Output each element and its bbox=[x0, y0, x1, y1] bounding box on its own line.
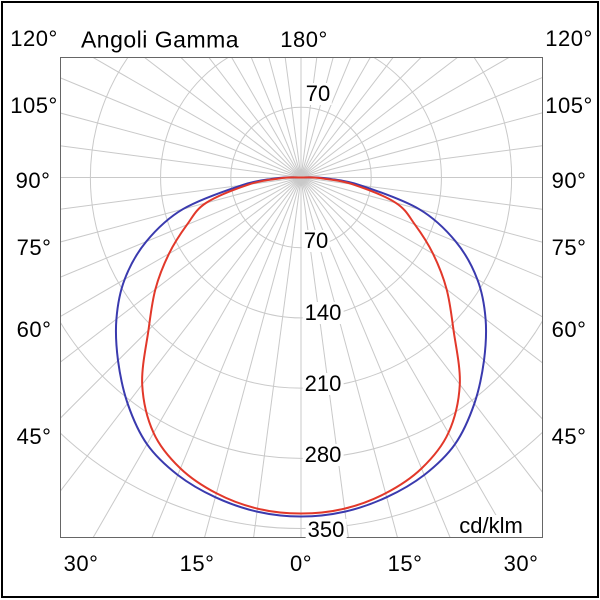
grid-ray bbox=[300, 177, 543, 494]
grid-ray bbox=[250, 57, 302, 178]
grid-ray bbox=[300, 177, 451, 538]
grid-ray bbox=[300, 57, 459, 178]
grid-ray bbox=[60, 145, 302, 178]
grid-ray bbox=[300, 76, 543, 178]
grid-ray bbox=[300, 177, 399, 538]
ring-label-210: 210 bbox=[302, 371, 344, 396]
grid-ray bbox=[143, 57, 302, 178]
gamma-label-bottom-left-15: 15° bbox=[179, 551, 215, 576]
grid-ray bbox=[300, 112, 543, 178]
grid-ray bbox=[300, 177, 543, 279]
grid-ray bbox=[60, 177, 302, 278]
plot-border bbox=[60, 57, 543, 538]
grid-ray bbox=[92, 177, 302, 538]
gamma-label-right-60: 60° bbox=[551, 317, 587, 342]
ring-label-350: 350 bbox=[305, 517, 347, 542]
grid-ray bbox=[300, 145, 543, 178]
intensity-curves bbox=[114, 176, 488, 518]
gamma-label-bottom-left-30: 30° bbox=[63, 551, 99, 576]
grid-ray bbox=[179, 57, 302, 178]
gamma-label-right-45: 45° bbox=[551, 424, 587, 449]
gamma-label-bottom-0: 0° bbox=[289, 551, 313, 576]
grid-ray bbox=[300, 57, 334, 178]
grid-ray bbox=[203, 177, 302, 538]
red-curve bbox=[141, 176, 461, 515]
grid-ray bbox=[230, 57, 302, 178]
grid-ray bbox=[300, 177, 543, 243]
ring-label-140: 140 bbox=[302, 300, 344, 325]
grid-ray bbox=[60, 177, 302, 210]
grid-ray bbox=[300, 177, 543, 364]
gamma-label-left-105: 105° bbox=[10, 93, 58, 118]
blue-curve bbox=[114, 176, 488, 518]
grid-ray bbox=[300, 57, 423, 178]
grid-ray bbox=[60, 177, 302, 243]
grid-ray bbox=[300, 177, 349, 538]
grid-ray bbox=[300, 177, 510, 538]
gamma-label-right-105: 105° bbox=[545, 93, 593, 118]
gamma-label-right-90: 90° bbox=[551, 168, 587, 193]
gamma-label-right-75: 75° bbox=[551, 235, 587, 260]
grid-ray bbox=[300, 57, 318, 178]
gamma-label-bottom-right-30: 30° bbox=[503, 551, 539, 576]
grid-ray bbox=[60, 177, 302, 364]
grid-ray bbox=[300, 177, 543, 421]
grid-ray bbox=[300, 177, 543, 210]
ring-label-280: 280 bbox=[302, 442, 344, 467]
gamma-label-left-120: 120° bbox=[10, 26, 58, 51]
gamma-label-left-75: 75° bbox=[16, 235, 52, 260]
grid-ray bbox=[60, 177, 302, 493]
grid-ray bbox=[253, 177, 302, 538]
gamma-label-bottom-right-15: 15° bbox=[387, 551, 423, 576]
grid-ray bbox=[300, 57, 352, 178]
grid-ray bbox=[300, 57, 395, 178]
grid-ray bbox=[60, 112, 302, 178]
grid-ray bbox=[207, 57, 302, 178]
gamma-label-zenith-180: 180° bbox=[280, 27, 328, 52]
grid-ray bbox=[60, 77, 302, 178]
grid-ray bbox=[60, 177, 302, 420]
ring-label-70-top: 70 bbox=[303, 81, 333, 106]
grid-ray bbox=[284, 57, 302, 178]
gamma-label-left-90: 90° bbox=[15, 168, 51, 193]
gamma-label-left-60: 60° bbox=[16, 317, 52, 342]
radial-unit-label: cd/klm bbox=[457, 513, 525, 538]
gamma-label-right-120: 120° bbox=[545, 26, 593, 51]
grid-ray bbox=[91, 57, 302, 178]
grid-ray bbox=[300, 57, 372, 178]
ring-label-70: 70 bbox=[301, 228, 331, 253]
grid-ray bbox=[300, 57, 511, 178]
chart-title: Angoli Gamma bbox=[80, 26, 240, 53]
gamma-label-left-45: 45° bbox=[16, 424, 52, 449]
grid-ray bbox=[151, 177, 302, 538]
grid-ray bbox=[60, 177, 302, 318]
grid-ray bbox=[268, 57, 302, 178]
grid-ray bbox=[300, 177, 543, 318]
